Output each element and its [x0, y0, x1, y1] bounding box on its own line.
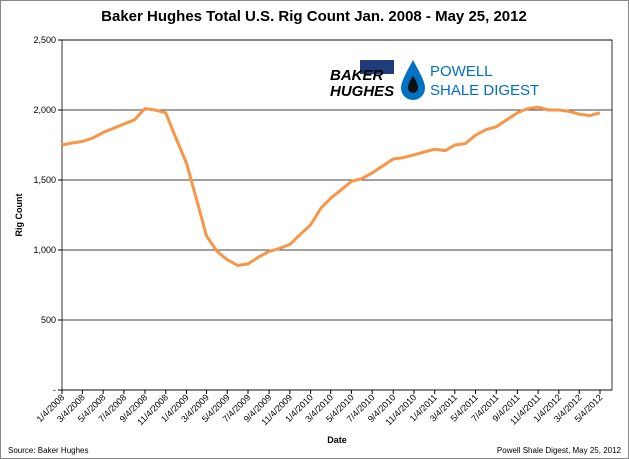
- logo-drop-inner: [408, 76, 418, 93]
- logo-text: POWELL: [430, 63, 493, 80]
- logo: BAKER HUGHES POWELL SHALE DIGEST: [328, 58, 539, 100]
- data-line: [61, 105, 601, 267]
- y-tick-label: 1,500: [33, 175, 56, 185]
- y-tick-label: 2,000: [33, 105, 56, 115]
- y-tick-label: 2,500: [33, 35, 56, 45]
- source-note: Source: Baker Hughes: [8, 446, 89, 455]
- credit-note: Powell Shale Digest, May 25, 2012: [497, 446, 622, 455]
- y-tick-label: 1,000: [33, 245, 56, 255]
- chart-title: Baker Hughes Total U.S. Rig Count Jan. 2…: [101, 8, 527, 25]
- y-tick-label: 500: [41, 315, 56, 325]
- y-axis-title: Rig Count: [14, 194, 24, 237]
- y-tick-label: -: [53, 385, 56, 395]
- logo-text: HUGHES: [330, 83, 394, 100]
- x-axis-title: Date: [327, 435, 347, 445]
- logo-text: BAKER: [330, 67, 384, 84]
- logo-block: [360, 60, 394, 74]
- logo-text: SHALE DIGEST: [430, 82, 539, 99]
